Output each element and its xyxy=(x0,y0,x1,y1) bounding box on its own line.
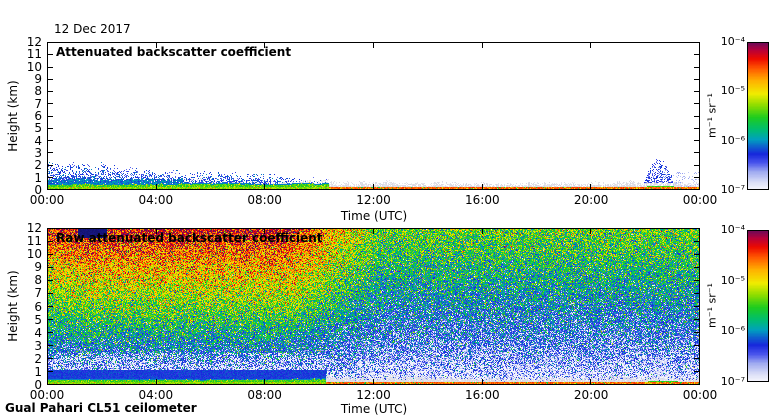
x-tick-label: 20:00 xyxy=(573,388,609,402)
y-tick-label: 10 xyxy=(26,247,42,262)
x-tick-label: 20:00 xyxy=(573,193,609,207)
x-tick-label: 00:00 xyxy=(682,388,718,402)
colorbar-top xyxy=(747,42,769,190)
y-tick-label: 7 xyxy=(34,96,42,111)
y-tick-label: 9 xyxy=(34,260,42,275)
colorbar-tick-label: 10⁻⁶ xyxy=(720,133,745,147)
colorbar-tick-label: 10⁻⁷ xyxy=(720,375,745,388)
y-tick-label: 5 xyxy=(34,312,42,327)
y-tick-label: 1 xyxy=(34,364,42,379)
x-tick-label: 08:00 xyxy=(247,193,282,207)
y-tick-label: 12 xyxy=(26,221,42,235)
x-tick-label: 00:00 xyxy=(682,193,718,207)
footer-instrument-label: Gual Pahari CL51 ceilometer xyxy=(5,401,197,415)
colorbar-tick-label: 10⁻⁷ xyxy=(720,183,745,196)
attenuated-backscatter-heatmap xyxy=(47,42,700,190)
colorbar-tick-label: 10⁻⁵ xyxy=(720,84,745,98)
y-tick-label: 9 xyxy=(34,72,42,86)
y-tick-label: 6 xyxy=(34,109,42,123)
x-tick-label: 16:00 xyxy=(465,193,500,207)
colorbar-bottom xyxy=(747,230,769,382)
colorbar-tick-label: 10⁻⁶ xyxy=(720,324,745,338)
y-tick-label: 6 xyxy=(34,299,42,314)
x-tick-label: 00:00 xyxy=(29,388,65,402)
y-tick-label: 11 xyxy=(26,47,42,62)
panel2-xlabel: Time (UTC) xyxy=(340,402,408,416)
y-tick-label: 8 xyxy=(34,84,42,99)
y-tick-label: 10 xyxy=(26,59,42,74)
y-tick-label: 11 xyxy=(26,234,42,249)
colorbar-bottom-unit-label: m⁻¹ sr⁻¹ xyxy=(705,283,719,328)
colorbar-tick-label: 10⁻⁴ xyxy=(720,223,745,236)
colorbar-top-unit-label: m⁻¹ sr⁻¹ xyxy=(705,93,719,138)
y-tick-label: 7 xyxy=(34,286,42,301)
y-tick-label: 5 xyxy=(34,121,42,136)
x-tick-label: 04:00 xyxy=(138,193,174,207)
y-tick-label: 2 xyxy=(34,158,42,173)
colorbar-tick-label: 10⁻⁵ xyxy=(720,273,745,287)
x-tick-label: 04:00 xyxy=(138,388,174,402)
y-tick-label: 2 xyxy=(34,351,42,366)
x-tick-label: 00:00 xyxy=(29,193,65,207)
raw-backscatter-heatmap xyxy=(47,228,700,385)
y-tick-label: 1 xyxy=(34,170,42,185)
panel1-title: Attenuated backscatter coefficient xyxy=(56,45,292,59)
x-tick-label: 12:00 xyxy=(356,388,391,402)
panel1-xlabel: Time (UTC) xyxy=(340,209,408,223)
y-tick-label: 3 xyxy=(34,146,42,160)
panel2-title: Raw attenuated backscatter coefficient xyxy=(56,231,323,245)
y-tick-label: 8 xyxy=(34,273,42,288)
x-tick-label: 12:00 xyxy=(356,193,391,207)
y-tick-label: 4 xyxy=(34,325,42,340)
y-tick-label: 0 xyxy=(34,183,42,197)
x-tick-label: 16:00 xyxy=(465,388,500,402)
date-label: 12 Dec 2017 xyxy=(54,22,131,36)
x-tick-label: 08:00 xyxy=(247,388,282,402)
y-tick-label: 0 xyxy=(34,378,42,392)
colorbar-tick-label: 10⁻⁴ xyxy=(720,35,745,48)
y-tick-label: 3 xyxy=(34,338,42,353)
y-tick-label: 12 xyxy=(26,35,42,49)
y-tick-label: 4 xyxy=(34,133,42,148)
